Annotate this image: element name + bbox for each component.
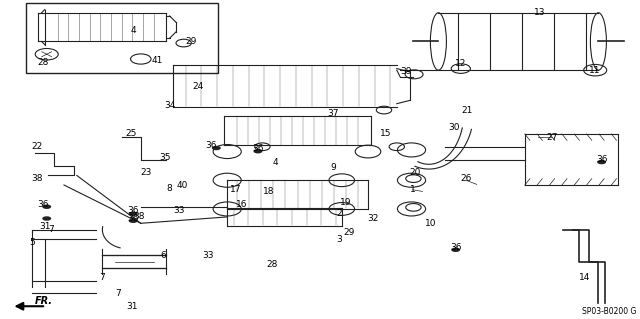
Text: 1: 1: [410, 185, 415, 194]
Text: 29: 29: [343, 228, 355, 237]
Text: 4: 4: [131, 26, 136, 35]
Circle shape: [42, 204, 51, 209]
Text: 36: 36: [450, 243, 461, 252]
Circle shape: [597, 160, 606, 164]
Text: 36: 36: [127, 206, 139, 215]
Text: 18: 18: [263, 187, 275, 196]
Text: 36: 36: [127, 214, 139, 223]
Text: 30: 30: [449, 123, 460, 132]
Text: 36: 36: [596, 155, 607, 164]
Text: 9: 9: [330, 163, 335, 172]
Text: 31: 31: [39, 222, 51, 231]
Text: 31: 31: [127, 302, 138, 311]
Circle shape: [253, 149, 262, 153]
Text: 33: 33: [202, 251, 214, 260]
Text: 23: 23: [140, 168, 152, 177]
Text: 32: 32: [367, 214, 378, 223]
Text: 36: 36: [38, 200, 49, 209]
Text: 3: 3: [337, 235, 342, 244]
Text: 11: 11: [589, 66, 601, 75]
Text: 5: 5: [29, 238, 35, 247]
Text: 33: 33: [173, 206, 185, 215]
Text: 19: 19: [340, 198, 351, 207]
Text: 28: 28: [266, 260, 278, 269]
Text: 39: 39: [401, 67, 412, 76]
Circle shape: [129, 211, 138, 216]
Text: 40: 40: [177, 181, 188, 189]
Text: 37: 37: [327, 109, 339, 118]
Text: 25: 25: [125, 130, 137, 138]
Text: 22: 22: [31, 142, 43, 151]
Text: 2: 2: [337, 209, 342, 218]
Circle shape: [42, 216, 51, 221]
Text: 24: 24: [193, 82, 204, 91]
Text: 28: 28: [38, 58, 49, 67]
Text: 15: 15: [380, 130, 392, 138]
Text: 20: 20: [409, 168, 420, 177]
Text: FR.: FR.: [35, 296, 53, 307]
Text: 29: 29: [185, 37, 196, 46]
Text: 7: 7: [116, 289, 121, 298]
Text: 38: 38: [31, 174, 43, 183]
Text: 36: 36: [205, 141, 217, 150]
Text: 35: 35: [159, 153, 171, 162]
Circle shape: [129, 219, 138, 223]
Text: 17: 17: [230, 185, 241, 194]
Text: 7: 7: [100, 273, 105, 282]
Text: 16: 16: [236, 200, 248, 209]
Circle shape: [451, 248, 460, 252]
Text: 26: 26: [460, 174, 472, 183]
Text: 12: 12: [455, 59, 467, 68]
Text: 10: 10: [425, 219, 436, 228]
Text: 41: 41: [151, 56, 163, 65]
Text: 13: 13: [534, 8, 545, 17]
Text: 4: 4: [273, 158, 278, 167]
Text: 14: 14: [579, 273, 590, 282]
Circle shape: [212, 146, 221, 150]
Text: 36: 36: [252, 144, 264, 153]
Text: SP03-B0200 G: SP03-B0200 G: [582, 307, 637, 316]
Text: 38: 38: [133, 212, 145, 221]
Text: 6: 6: [161, 251, 166, 260]
Text: 7: 7: [49, 225, 54, 234]
Text: 8: 8: [167, 184, 172, 193]
Text: 34: 34: [164, 101, 175, 110]
Text: 21: 21: [461, 106, 473, 115]
Text: 27: 27: [547, 133, 558, 142]
